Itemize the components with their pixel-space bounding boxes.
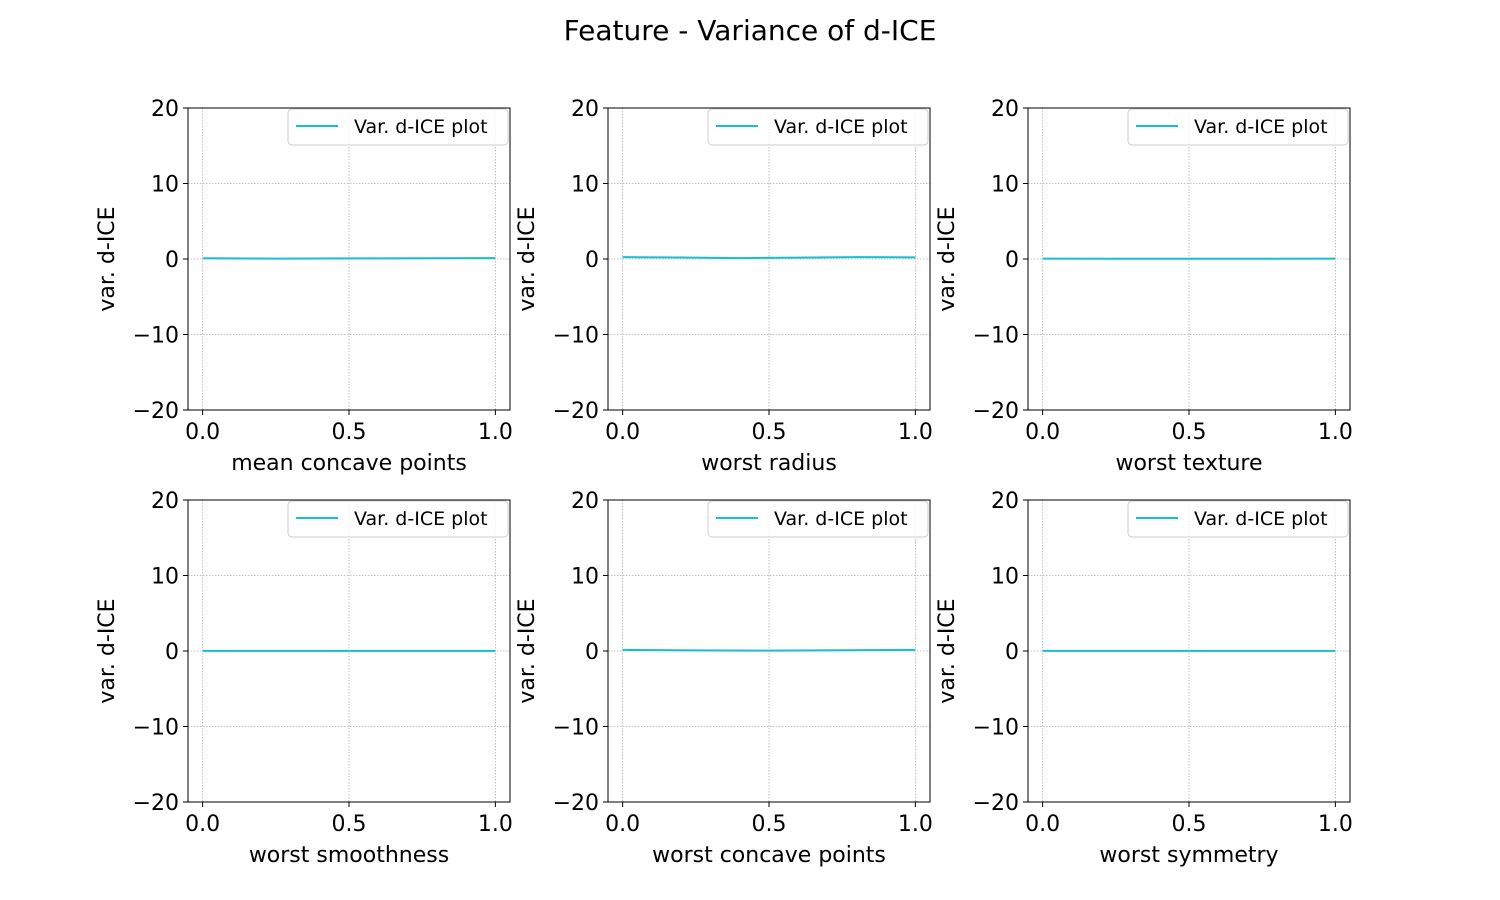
y-tick-label: 20 [991, 97, 1019, 122]
y-tick-label: 10 [991, 173, 1019, 198]
legend-box [287, 108, 509, 146]
series-line [622, 256, 916, 260]
y-tick-label: −10 [973, 324, 1019, 349]
y-tick-label: −10 [553, 716, 599, 741]
y-tick-label: 20 [571, 97, 599, 122]
legend: Var. d-ICE plot [287, 500, 509, 538]
y-tick-label: −10 [553, 324, 599, 349]
legend-box [1127, 108, 1349, 146]
legend: Var. d-ICE plot [1127, 108, 1349, 146]
y-tick-label: 0 [585, 248, 599, 273]
subplot-5: 0.0 0.5 1.0 20 10 0 −10 −20 worst concave points… [515, 489, 933, 868]
x-tick-label: 1.0 [898, 420, 933, 445]
legend-box [1127, 500, 1349, 538]
y-tick-label: −20 [553, 399, 599, 424]
y-axis-label: var. d-ICE [515, 206, 540, 311]
x-tick-label: 0.5 [752, 812, 787, 837]
x-tick-label: 1.0 [1318, 420, 1353, 445]
y-tick-label: −20 [133, 791, 179, 816]
y-tick-label: 0 [165, 248, 179, 273]
x-tick-label: 0.0 [605, 420, 640, 445]
y-tick-label: −20 [133, 399, 179, 424]
y-tick-label: 20 [571, 489, 599, 514]
x-axis-label: worst radius [701, 451, 837, 476]
x-tick-label: 0.0 [605, 812, 640, 837]
legend-label: Var. d-ICE plot [1194, 116, 1328, 138]
subplot-4: 0.0 0.5 1.0 20 10 0 −10 −20 worst smoothness var.… [95, 489, 513, 868]
y-tick-label: 20 [151, 489, 179, 514]
y-tick-label: −20 [973, 399, 1019, 424]
x-tick-label: 0.5 [1172, 812, 1207, 837]
subplot-6: 0.0 0.5 1.0 20 10 0 −10 −20 worst symmetry var. d… [935, 489, 1353, 868]
x-tick-label: 0.0 [185, 420, 220, 445]
y-tick-label: 0 [1005, 248, 1019, 273]
y-tick-label: −10 [133, 716, 179, 741]
x-tick-label: 1.0 [478, 812, 513, 837]
y-axis-label: var. d-ICE [95, 598, 120, 703]
subplot-2: 0.0 0.5 1.0 20 10 0 −10 −20 worst radius var. d-I… [515, 97, 933, 476]
y-tick-label: −10 [973, 716, 1019, 741]
legend: Var. d-ICE plot [707, 500, 929, 538]
y-tick-label: 10 [151, 565, 179, 590]
legend-box [707, 108, 929, 146]
legend-label: Var. d-ICE plot [354, 116, 488, 138]
x-tick-label: 1.0 [478, 420, 513, 445]
y-axis-label: var. d-ICE [515, 598, 540, 703]
y-tick-label: −20 [973, 791, 1019, 816]
y-tick-label: 10 [151, 173, 179, 198]
y-tick-label: 10 [571, 565, 599, 590]
y-axis-label: var. d-ICE [935, 598, 960, 703]
subplot-1: 0.0 0.5 1.0 20 10 0 −10 −20 mean concave points v… [95, 97, 513, 476]
y-tick-label: 10 [991, 565, 1019, 590]
x-tick-label: 0.5 [1172, 420, 1207, 445]
y-tick-label: 0 [1005, 640, 1019, 665]
legend: Var. d-ICE plot [707, 108, 929, 146]
y-axis-label: var. d-ICE [935, 206, 960, 311]
legend-box [287, 500, 509, 538]
x-tick-label: 1.0 [1318, 812, 1353, 837]
y-tick-label: 0 [165, 640, 179, 665]
x-axis-label: worst concave points [652, 843, 886, 868]
x-tick-label: 0.0 [185, 812, 220, 837]
series-line [622, 648, 916, 652]
x-tick-label: 1.0 [898, 812, 933, 837]
x-axis-label: mean concave points [231, 451, 467, 476]
legend-label: Var. d-ICE plot [1194, 508, 1328, 530]
legend: Var. d-ICE plot [287, 108, 509, 146]
x-tick-label: 0.0 [1025, 420, 1060, 445]
x-axis-label: worst symmetry [1099, 843, 1278, 868]
legend-label: Var. d-ICE plot [774, 116, 908, 138]
y-tick-label: 20 [991, 489, 1019, 514]
legend: Var. d-ICE plot [1127, 500, 1349, 538]
legend-label: Var. d-ICE plot [354, 508, 488, 530]
x-tick-label: 0.5 [752, 420, 787, 445]
legend-label: Var. d-ICE plot [774, 508, 908, 530]
x-axis-label: worst texture [1115, 451, 1262, 476]
x-axis-label: worst smoothness [249, 843, 449, 868]
x-tick-label: 0.5 [332, 420, 367, 445]
x-tick-label: 0.5 [332, 812, 367, 837]
figure-title: Feature - Variance of d-ICE [564, 14, 937, 47]
y-tick-label: 0 [585, 640, 599, 665]
legend-box [707, 500, 929, 538]
y-tick-label: −10 [133, 324, 179, 349]
y-tick-label: −20 [553, 791, 599, 816]
y-axis-label: var. d-ICE [95, 206, 120, 311]
x-tick-label: 0.0 [1025, 812, 1060, 837]
subplot-3: 0.0 0.5 1.0 20 10 0 −10 −20 worst texture var. d-… [935, 97, 1353, 476]
y-tick-label: 10 [571, 173, 599, 198]
series-line [202, 257, 496, 260]
y-tick-label: 20 [151, 97, 179, 122]
